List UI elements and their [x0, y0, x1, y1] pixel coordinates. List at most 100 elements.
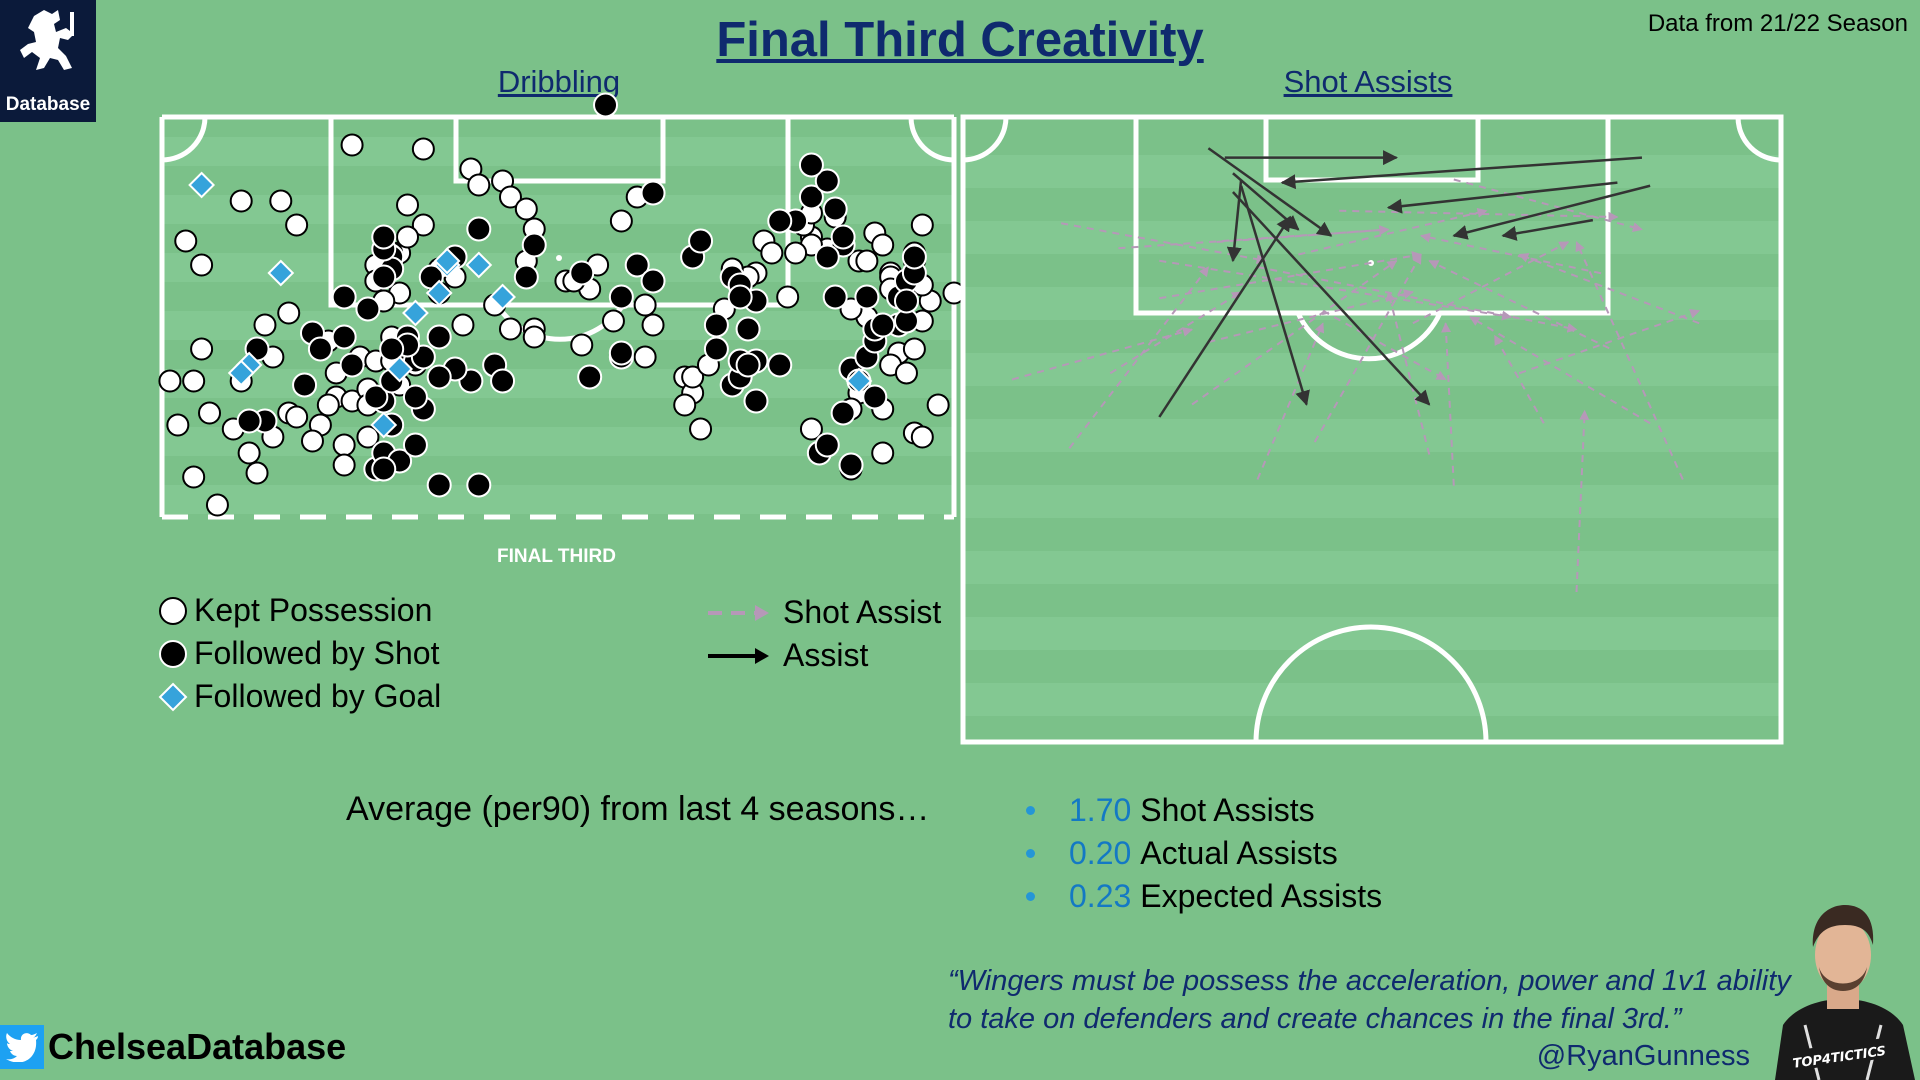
dribble-kept-point	[277, 301, 301, 325]
assist-arrow	[1452, 184, 1651, 240]
dribble-kept-point	[198, 401, 222, 425]
dribble-goal-point	[425, 279, 453, 307]
dribble-shot-point	[331, 324, 357, 350]
dribble-kept-point	[451, 313, 475, 337]
shot-assist-arrow	[1118, 225, 1390, 250]
shot-assists-corner-left	[962, 116, 1009, 163]
dribble-shot-point	[767, 208, 793, 234]
dribble-kept-point	[411, 213, 435, 237]
season-note: Data from 21/22 Season	[1647, 10, 1908, 37]
dribble-shot-point	[830, 224, 856, 250]
dribble-shot-point	[624, 252, 650, 278]
legend-assist-label: Assist	[783, 637, 869, 673]
dribble-kept-point	[237, 441, 261, 465]
dribbling-six-yard-box	[453, 114, 666, 184]
dribble-goal-point	[188, 171, 216, 199]
shot-assists-pitch	[960, 114, 1784, 745]
dribble-shot-point	[814, 432, 840, 458]
dribble-kept-point	[760, 241, 784, 265]
quote-text: “Wingers must be possess the acceleratio…	[948, 965, 1791, 1035]
dribble-kept-point	[396, 225, 420, 249]
dribble-shot-point	[466, 472, 492, 498]
assist-arrow	[1280, 156, 1643, 190]
assist-arrow	[1158, 215, 1292, 418]
assist-arrow	[1386, 181, 1618, 214]
dribble-shot-point	[363, 384, 389, 410]
assist-arrow	[1501, 218, 1594, 241]
bullet-icon	[1026, 806, 1035, 815]
shot-assist-arrow	[1469, 316, 1651, 425]
dribble-kept-point	[910, 213, 934, 237]
dribble-kept-point	[570, 333, 594, 357]
legend-shot-assist-label: Shot Assist	[783, 594, 942, 630]
dribble-kept-point	[673, 393, 697, 417]
dribble-goal-point	[489, 283, 516, 311]
stat-label: Expected Assists	[1140, 878, 1383, 914]
dribble-kept-point	[514, 197, 538, 221]
dribble-goal-point	[267, 259, 295, 287]
dribble-kept-point	[245, 461, 269, 485]
stat-label: Shot Assists	[1140, 792, 1315, 828]
dribble-goal-point	[465, 251, 493, 279]
dribble-kept-point	[522, 325, 546, 349]
dribble-shot-point	[640, 180, 666, 206]
dribble-goal-point	[227, 359, 255, 387]
dribble-kept-point	[182, 465, 206, 489]
logo-text: Database	[5, 94, 91, 115]
shot-assist-arrow	[1216, 225, 1390, 243]
shot-assist-arrow	[1518, 253, 1700, 325]
dribble-kept-point	[332, 453, 356, 477]
dribble-kept-point	[340, 133, 364, 157]
bullet-icon	[1026, 892, 1035, 901]
dribble-kept-point	[902, 337, 926, 361]
dribble-kept-point	[356, 425, 380, 449]
lion-crest-icon	[20, 10, 74, 70]
shot-assist-arrow	[1385, 291, 1431, 455]
dribble-shot-point	[798, 184, 824, 210]
twitter-bird-icon	[0, 1025, 44, 1069]
dribble-shot-point	[688, 228, 714, 254]
stat-label: Actual Assists	[1140, 835, 1338, 871]
dribble-shot-point	[402, 384, 428, 410]
shot-assist-arrow	[1575, 409, 1590, 593]
legend-followed-by-shot: Followed by Shot	[158, 635, 439, 672]
dribble-shot-point	[862, 384, 888, 410]
dribble-shot-point	[331, 284, 357, 310]
author-avatar: TOP4TICTICS	[1775, 905, 1915, 1080]
shot-assists-title: Shot Assists	[1283, 64, 1453, 99]
dribble-kept-point	[689, 417, 713, 441]
dribble-kept-point	[776, 285, 800, 309]
dribble-kept-point	[411, 137, 435, 161]
dribble-shot-point	[426, 324, 452, 350]
dribble-kept-point	[190, 253, 214, 277]
shot-assist-arrow	[1256, 322, 1325, 480]
dribble-shot-point	[822, 196, 848, 222]
pitch-stripe	[963, 683, 1781, 716]
twitter-handle[interactable]: ChelseaDatabase	[0, 1025, 346, 1069]
dribble-kept-point	[498, 317, 522, 341]
pitch-stripe	[162, 485, 954, 514]
dribble-shot-point	[830, 400, 856, 426]
dribble-shot-point	[466, 216, 492, 242]
dribble-shot-point	[735, 316, 761, 342]
dribbling-penalty-spot	[556, 255, 562, 261]
shot-assist-arrow	[1441, 322, 1455, 486]
dribble-kept-point	[498, 185, 522, 209]
dribble-shot-point	[236, 408, 262, 434]
shot-assist-arrow	[1159, 251, 1423, 300]
dribble-shot-point	[814, 244, 840, 270]
shot-assist-arrow	[1322, 309, 1447, 381]
dribble-shot-point	[307, 336, 333, 362]
dribble-shot-point	[727, 284, 753, 310]
pitch-stripe	[963, 221, 1781, 254]
dribble-shot-point	[292, 372, 318, 398]
stat-value: 0.23	[1069, 878, 1132, 914]
assist-arrow	[1232, 191, 1431, 406]
stat-value: 0.20	[1069, 835, 1132, 871]
dribble-shot-point	[870, 312, 896, 338]
dribble-shot-point	[426, 364, 452, 390]
dribble-shot-point	[339, 352, 365, 378]
stat-actual-assists: 0.20 Actual Assists	[1026, 835, 1338, 872]
dribbling-scatter-points	[158, 92, 966, 517]
